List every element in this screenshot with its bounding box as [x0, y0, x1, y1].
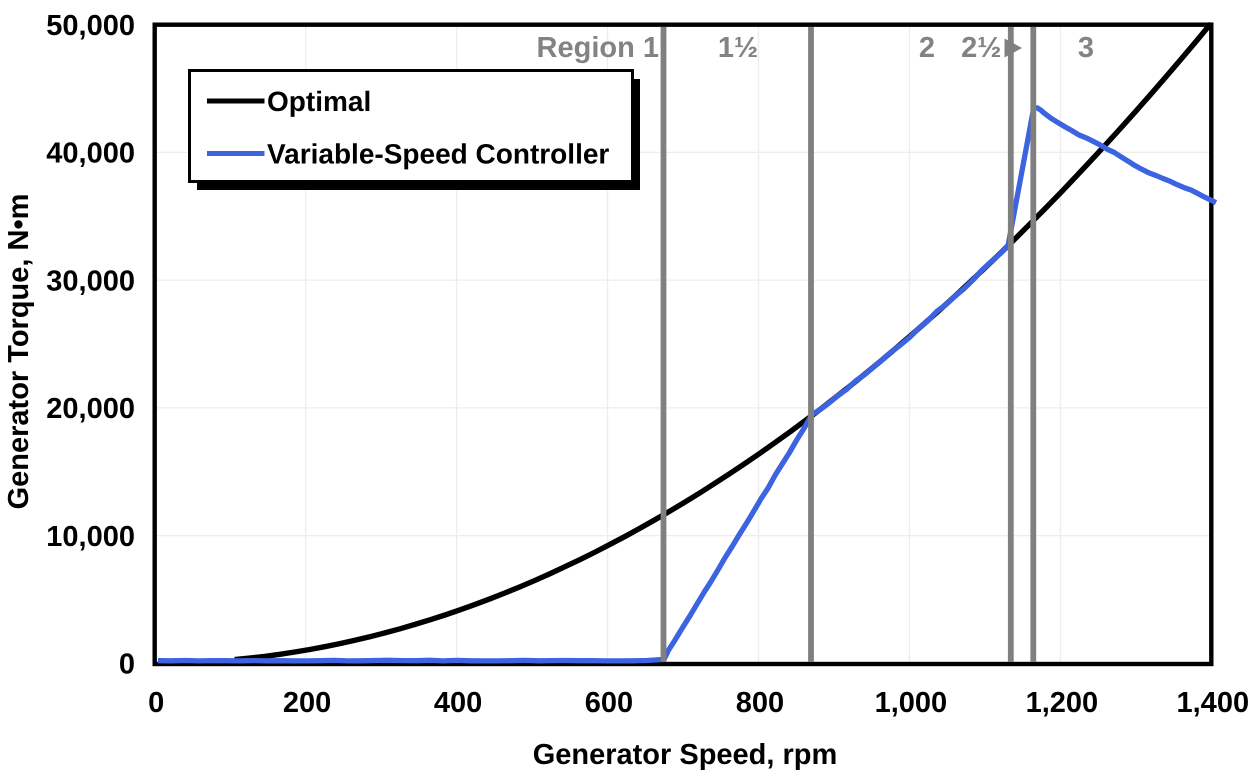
- svg-text:2½: 2½: [961, 32, 1001, 64]
- svg-text:400: 400: [434, 687, 482, 719]
- svg-text:10,000: 10,000: [46, 521, 135, 553]
- svg-text:Generator Speed, rpm: Generator Speed, rpm: [533, 739, 838, 771]
- svg-text:3: 3: [1078, 32, 1094, 64]
- svg-text:1,000: 1,000: [875, 687, 948, 719]
- svg-text:1,400: 1,400: [1177, 687, 1250, 719]
- svg-text:1½: 1½: [718, 32, 758, 64]
- svg-text:Optimal: Optimal: [267, 86, 371, 117]
- svg-text:1,200: 1,200: [1026, 687, 1099, 719]
- svg-text:200: 200: [283, 687, 331, 719]
- svg-text:2: 2: [919, 32, 935, 64]
- svg-text:Region 1: Region 1: [537, 32, 659, 64]
- svg-text:600: 600: [585, 687, 633, 719]
- svg-text:0: 0: [119, 649, 135, 681]
- svg-text:50,000: 50,000: [46, 10, 135, 42]
- svg-text:Generator Torque, N•m: Generator Torque, N•m: [3, 194, 35, 510]
- svg-text:Variable-Speed Controller: Variable-Speed Controller: [267, 139, 609, 170]
- svg-text:20,000: 20,000: [46, 393, 135, 425]
- svg-text:0: 0: [148, 687, 164, 719]
- svg-text:30,000: 30,000: [46, 265, 135, 297]
- svg-text:40,000: 40,000: [46, 138, 135, 170]
- svg-text:800: 800: [736, 687, 784, 719]
